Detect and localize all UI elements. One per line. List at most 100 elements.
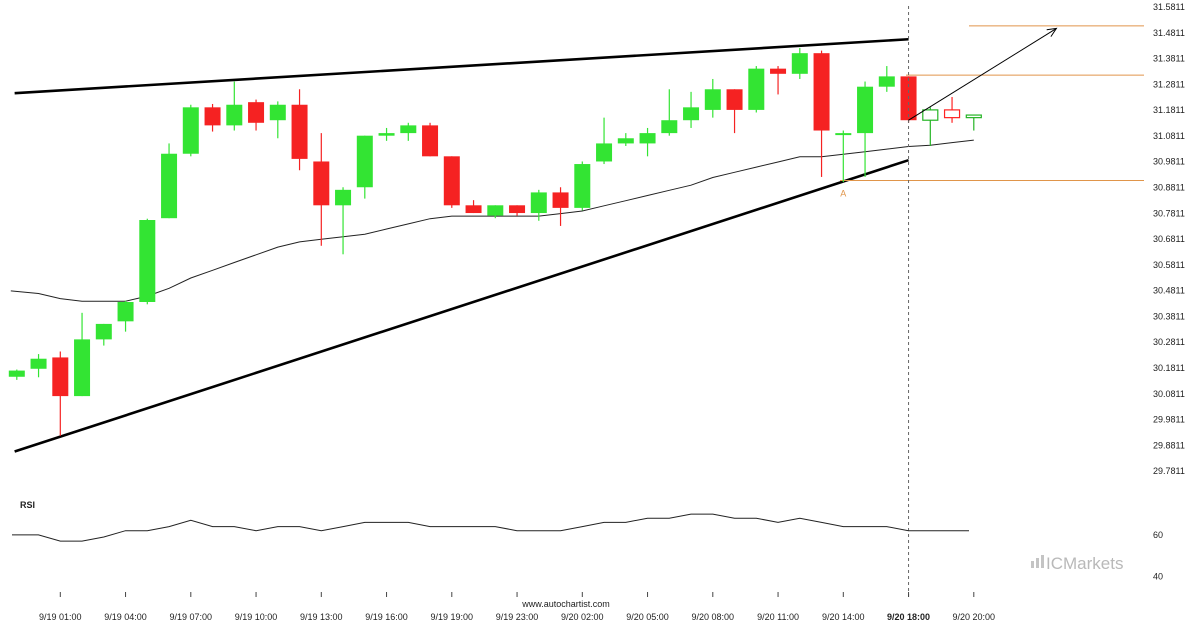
candle-body bbox=[574, 164, 591, 208]
rsi-y-tick-label: 40 bbox=[1153, 572, 1163, 582]
candle-body bbox=[552, 192, 569, 208]
y-tick-label: 30.1811 bbox=[1153, 363, 1185, 373]
candle-body bbox=[748, 68, 765, 110]
y-tick-label: 31.4811 bbox=[1153, 28, 1185, 38]
candle-body bbox=[770, 68, 787, 74]
candle bbox=[465, 200, 482, 214]
rsi-y-tick-label: 60 bbox=[1153, 530, 1163, 540]
y-tick-label: 29.9811 bbox=[1153, 415, 1185, 425]
candle bbox=[422, 122, 439, 157]
candle bbox=[922, 107, 939, 147]
y-tick-label: 30.7811 bbox=[1153, 208, 1185, 218]
candle-body bbox=[74, 339, 91, 397]
candle bbox=[487, 205, 504, 219]
candle bbox=[182, 104, 199, 157]
candle bbox=[552, 187, 569, 226]
candle bbox=[248, 99, 265, 131]
x-tick-label: 9/19 10:00 bbox=[235, 612, 278, 622]
candle bbox=[291, 89, 308, 171]
candle-body bbox=[857, 86, 874, 134]
point-label-a: A bbox=[840, 189, 846, 199]
candle-body bbox=[95, 323, 112, 340]
x-tick-label: 9/20 08:00 bbox=[692, 612, 735, 622]
candle-body bbox=[52, 357, 69, 397]
candle-body bbox=[422, 125, 439, 157]
candle-body bbox=[335, 189, 352, 206]
candle-body bbox=[726, 89, 743, 110]
y-tick-label: 30.3811 bbox=[1153, 311, 1185, 321]
candle-body bbox=[313, 161, 330, 206]
candle bbox=[791, 48, 808, 79]
candle bbox=[52, 351, 69, 436]
candle bbox=[509, 205, 526, 216]
candle-body bbox=[683, 107, 700, 121]
candle bbox=[95, 323, 112, 346]
candle bbox=[770, 66, 787, 95]
x-tick-label: 9/19 04:00 bbox=[104, 612, 147, 622]
x-tick-label: 9/20 14:00 bbox=[822, 612, 865, 622]
candle bbox=[965, 114, 982, 131]
candle-body bbox=[639, 133, 656, 144]
candle bbox=[748, 66, 765, 113]
forecast-arrow-head-icon bbox=[1046, 27, 1058, 37]
candle bbox=[857, 81, 874, 177]
candle bbox=[443, 156, 460, 208]
candle bbox=[161, 143, 178, 219]
y-tick-label: 29.8811 bbox=[1153, 440, 1185, 450]
x-tick-label: 9/20 20:00 bbox=[953, 612, 996, 622]
candle bbox=[313, 133, 330, 246]
candle-body bbox=[878, 76, 895, 87]
x-tick-label: 9/19 23:00 bbox=[496, 612, 539, 622]
candle-body bbox=[465, 205, 482, 214]
brand-logo-icon bbox=[1031, 555, 1044, 568]
candle-body bbox=[617, 138, 634, 144]
candle bbox=[683, 91, 700, 128]
y-tick-label: 29.7811 bbox=[1153, 466, 1185, 476]
candle-body bbox=[30, 358, 47, 369]
candle bbox=[335, 187, 352, 255]
candle bbox=[226, 81, 243, 131]
candle bbox=[704, 78, 721, 118]
candle-body bbox=[356, 135, 373, 188]
candle-body bbox=[813, 53, 830, 131]
candle bbox=[139, 218, 156, 305]
upper-channel-line bbox=[14, 37, 909, 95]
candle bbox=[74, 312, 91, 397]
x-tick-label: 9/19 13:00 bbox=[300, 612, 343, 622]
candle-body bbox=[291, 104, 308, 159]
candle-body bbox=[791, 53, 808, 74]
brand-logo: ICMarkets bbox=[1046, 554, 1123, 573]
y-tick-label: 30.6811 bbox=[1153, 234, 1185, 244]
candle bbox=[943, 97, 961, 123]
candle bbox=[400, 122, 417, 141]
y-tick-label: 30.5811 bbox=[1153, 260, 1185, 270]
y-tick-label: 30.9811 bbox=[1153, 157, 1185, 167]
y-tick-label: 31.5811 bbox=[1153, 2, 1185, 12]
x-tick-label: 9/20 11:00 bbox=[757, 612, 799, 622]
candle-body bbox=[400, 125, 417, 134]
candle-body bbox=[835, 133, 852, 136]
candle bbox=[378, 127, 395, 141]
lower-channel-line bbox=[14, 158, 909, 453]
candle bbox=[726, 89, 743, 134]
x-tick-label: 9/20 05:00 bbox=[626, 612, 669, 622]
candle-body bbox=[596, 143, 613, 162]
candle-body bbox=[378, 133, 395, 136]
candle-body bbox=[509, 205, 526, 214]
x-tick-label: 9/19 16:00 bbox=[365, 612, 408, 622]
candle-body bbox=[443, 156, 460, 206]
footer-site: www.autochartist.com bbox=[521, 599, 610, 609]
forecast-arrow-line bbox=[908, 28, 1057, 121]
candle-body bbox=[922, 109, 939, 121]
candle-body bbox=[139, 219, 156, 302]
rsi-title: RSI bbox=[20, 500, 35, 510]
rsi-line bbox=[12, 513, 969, 542]
candle-body bbox=[530, 192, 547, 214]
candle-body bbox=[161, 153, 178, 219]
candle-body bbox=[117, 301, 134, 322]
x-tick-label: 9/19 01:00 bbox=[39, 612, 82, 622]
candle bbox=[269, 101, 286, 139]
candle-body bbox=[965, 114, 982, 119]
